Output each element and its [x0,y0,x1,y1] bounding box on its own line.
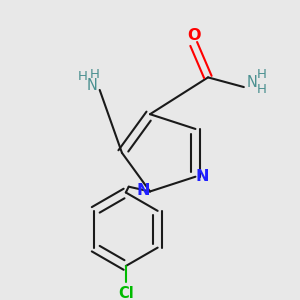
Text: N: N [246,75,257,90]
Text: O: O [187,28,200,43]
Text: N: N [196,169,209,184]
Text: H: H [256,83,266,97]
Text: H: H [77,70,87,83]
Text: Cl: Cl [118,286,134,300]
Text: N: N [136,183,150,198]
Text: H: H [256,68,266,81]
Text: H: H [90,68,100,81]
Text: N: N [86,78,98,93]
